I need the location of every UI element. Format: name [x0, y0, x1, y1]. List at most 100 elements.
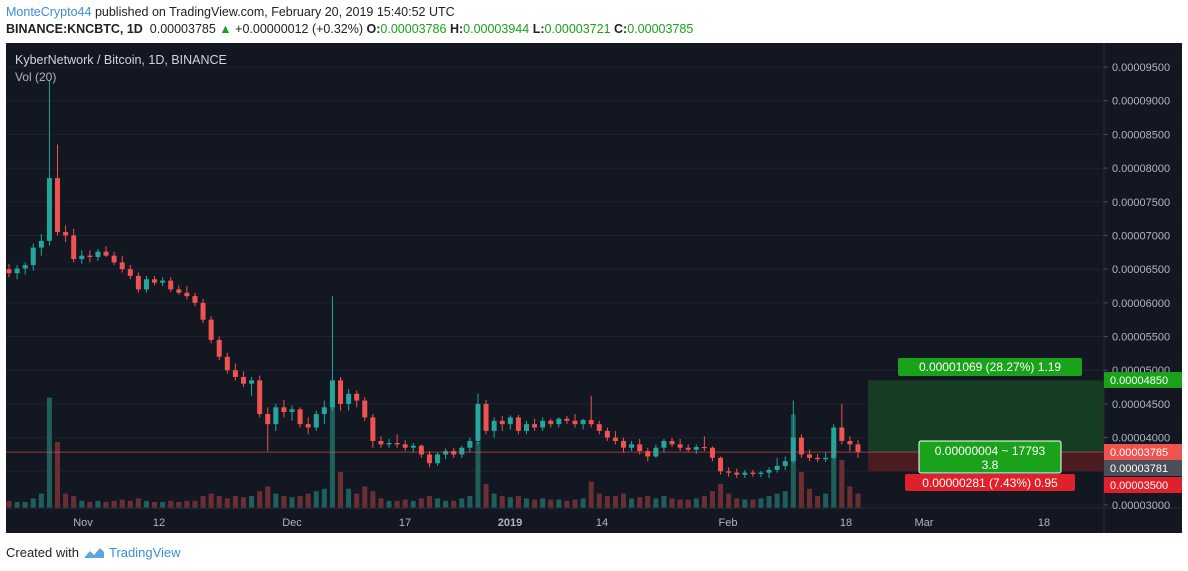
candle-body [483, 403, 489, 431]
volume-bar [30, 498, 36, 508]
volume-bar [483, 484, 489, 508]
volume-bar [806, 488, 812, 508]
volume-bar [418, 498, 424, 508]
candle-body [669, 440, 675, 445]
tradingview-link[interactable]: TradingView [108, 545, 181, 560]
candle-body [297, 409, 303, 425]
candle-body [637, 444, 643, 452]
volume-bar [273, 493, 279, 508]
candle-body [305, 424, 311, 428]
price-tag-target: 0.00004850 [1104, 372, 1182, 388]
chart-panel[interactable]: 0.00009500 0.00009000 0.00008500 0.00008000… [6, 43, 1182, 533]
volume-bar [6, 500, 12, 508]
price-tick-label: 0.00003000 [1112, 500, 1170, 512]
candle-body [475, 403, 481, 441]
candle-body [87, 255, 93, 258]
volume-bar [475, 442, 481, 508]
volume-bar [346, 488, 352, 508]
volume-bar [22, 502, 28, 508]
volume-bar [515, 496, 521, 508]
volume-bar [87, 502, 93, 508]
volume-bar [491, 493, 497, 508]
volume-bar [548, 499, 554, 508]
volume-bar [742, 499, 748, 508]
candle-body [507, 417, 513, 425]
candle-body [63, 232, 69, 236]
author-link[interactable]: MonteCrypto44 [6, 5, 92, 19]
volume-bar [718, 484, 724, 508]
volume-bar [55, 442, 61, 508]
candle-body [855, 444, 861, 453]
candle-body [95, 251, 101, 258]
time-tick-label: 17 [399, 517, 411, 529]
position-center-box[interactable]: 0.00000004 ~ 17793 3.8 [918, 440, 1062, 474]
publish-info: MonteCrypto44 published on TradingView.c… [6, 5, 455, 19]
candlestick-chart[interactable]: 0.00009500 0.00009000 0.00008500 0.00008000… [6, 43, 1182, 533]
volume-bar [305, 493, 311, 508]
candle-body [378, 440, 384, 445]
candle-body [152, 279, 158, 283]
profit-label-box: 0.00001069 (28.27%) 1.19 [898, 358, 1082, 376]
time-tick-label: 12 [153, 517, 165, 529]
price-tick-label: 0.00009000 [1112, 96, 1170, 108]
open-value: 0.00003786 [380, 22, 447, 36]
candle-body [135, 275, 141, 290]
candle-body [38, 240, 44, 248]
volume-bar [467, 496, 473, 508]
risk-reward-label: 3.8 [982, 458, 999, 472]
price-tick-label: 0.00007500 [1112, 197, 1170, 209]
candle-body [240, 376, 246, 384]
candle-body [847, 440, 853, 445]
volume-bar [208, 493, 214, 508]
volume-bar [386, 500, 392, 508]
volume-bar [321, 488, 327, 508]
published-text: published on TradingView.com, February 2… [94, 5, 455, 19]
candle-body [677, 444, 683, 448]
candle-body [30, 247, 36, 266]
candle-body [176, 289, 182, 293]
profit-label: 0.00001069 (28.27%) 1.19 [919, 360, 1061, 374]
volume-bar [782, 491, 788, 508]
volume-bar [669, 498, 675, 508]
candle-body [435, 454, 441, 464]
candle-body [806, 454, 812, 458]
candle-body [645, 451, 651, 457]
time-tick-label: Feb [719, 517, 738, 529]
volume-bar [701, 496, 707, 508]
volume-bar [338, 472, 344, 508]
price-tick-label: 0.00008500 [1112, 129, 1170, 141]
volume-bar [362, 486, 368, 508]
candle-body [742, 472, 748, 475]
candle-body [734, 472, 740, 475]
volume-bar [815, 496, 821, 508]
volume-bar [443, 500, 449, 508]
candle-body [540, 420, 546, 428]
volume-bar [855, 493, 861, 508]
volume-bar [216, 496, 222, 508]
candle-body [79, 255, 85, 260]
price-tag-stop: 0.00003500 [1104, 477, 1182, 493]
candle-body [160, 280, 166, 283]
candle-body [532, 424, 538, 428]
candle-body [418, 445, 424, 455]
volume-bar [653, 498, 659, 508]
volume-bar [200, 496, 206, 508]
volume-bar [127, 500, 133, 508]
candle-body [168, 280, 174, 290]
close-value: 0.00003785 [627, 22, 694, 36]
candle-body [491, 420, 497, 431]
volume-bar [184, 500, 190, 508]
volume-bar [556, 499, 562, 508]
volume-bar [249, 496, 255, 508]
volume-bar [38, 493, 44, 508]
volume-bar [402, 499, 408, 508]
volume-bar [734, 498, 740, 508]
candle-body [604, 430, 610, 438]
volume-bar [313, 491, 319, 508]
up-arrow-icon: ▲ [219, 22, 232, 36]
chart-title: KyberNetwork / Bitcoin, 1D, BINANCE [15, 53, 227, 67]
candle-body [321, 407, 327, 415]
candle-body [184, 292, 190, 297]
candle-body [831, 427, 837, 458]
low-value: 0.00003721 [544, 22, 611, 36]
